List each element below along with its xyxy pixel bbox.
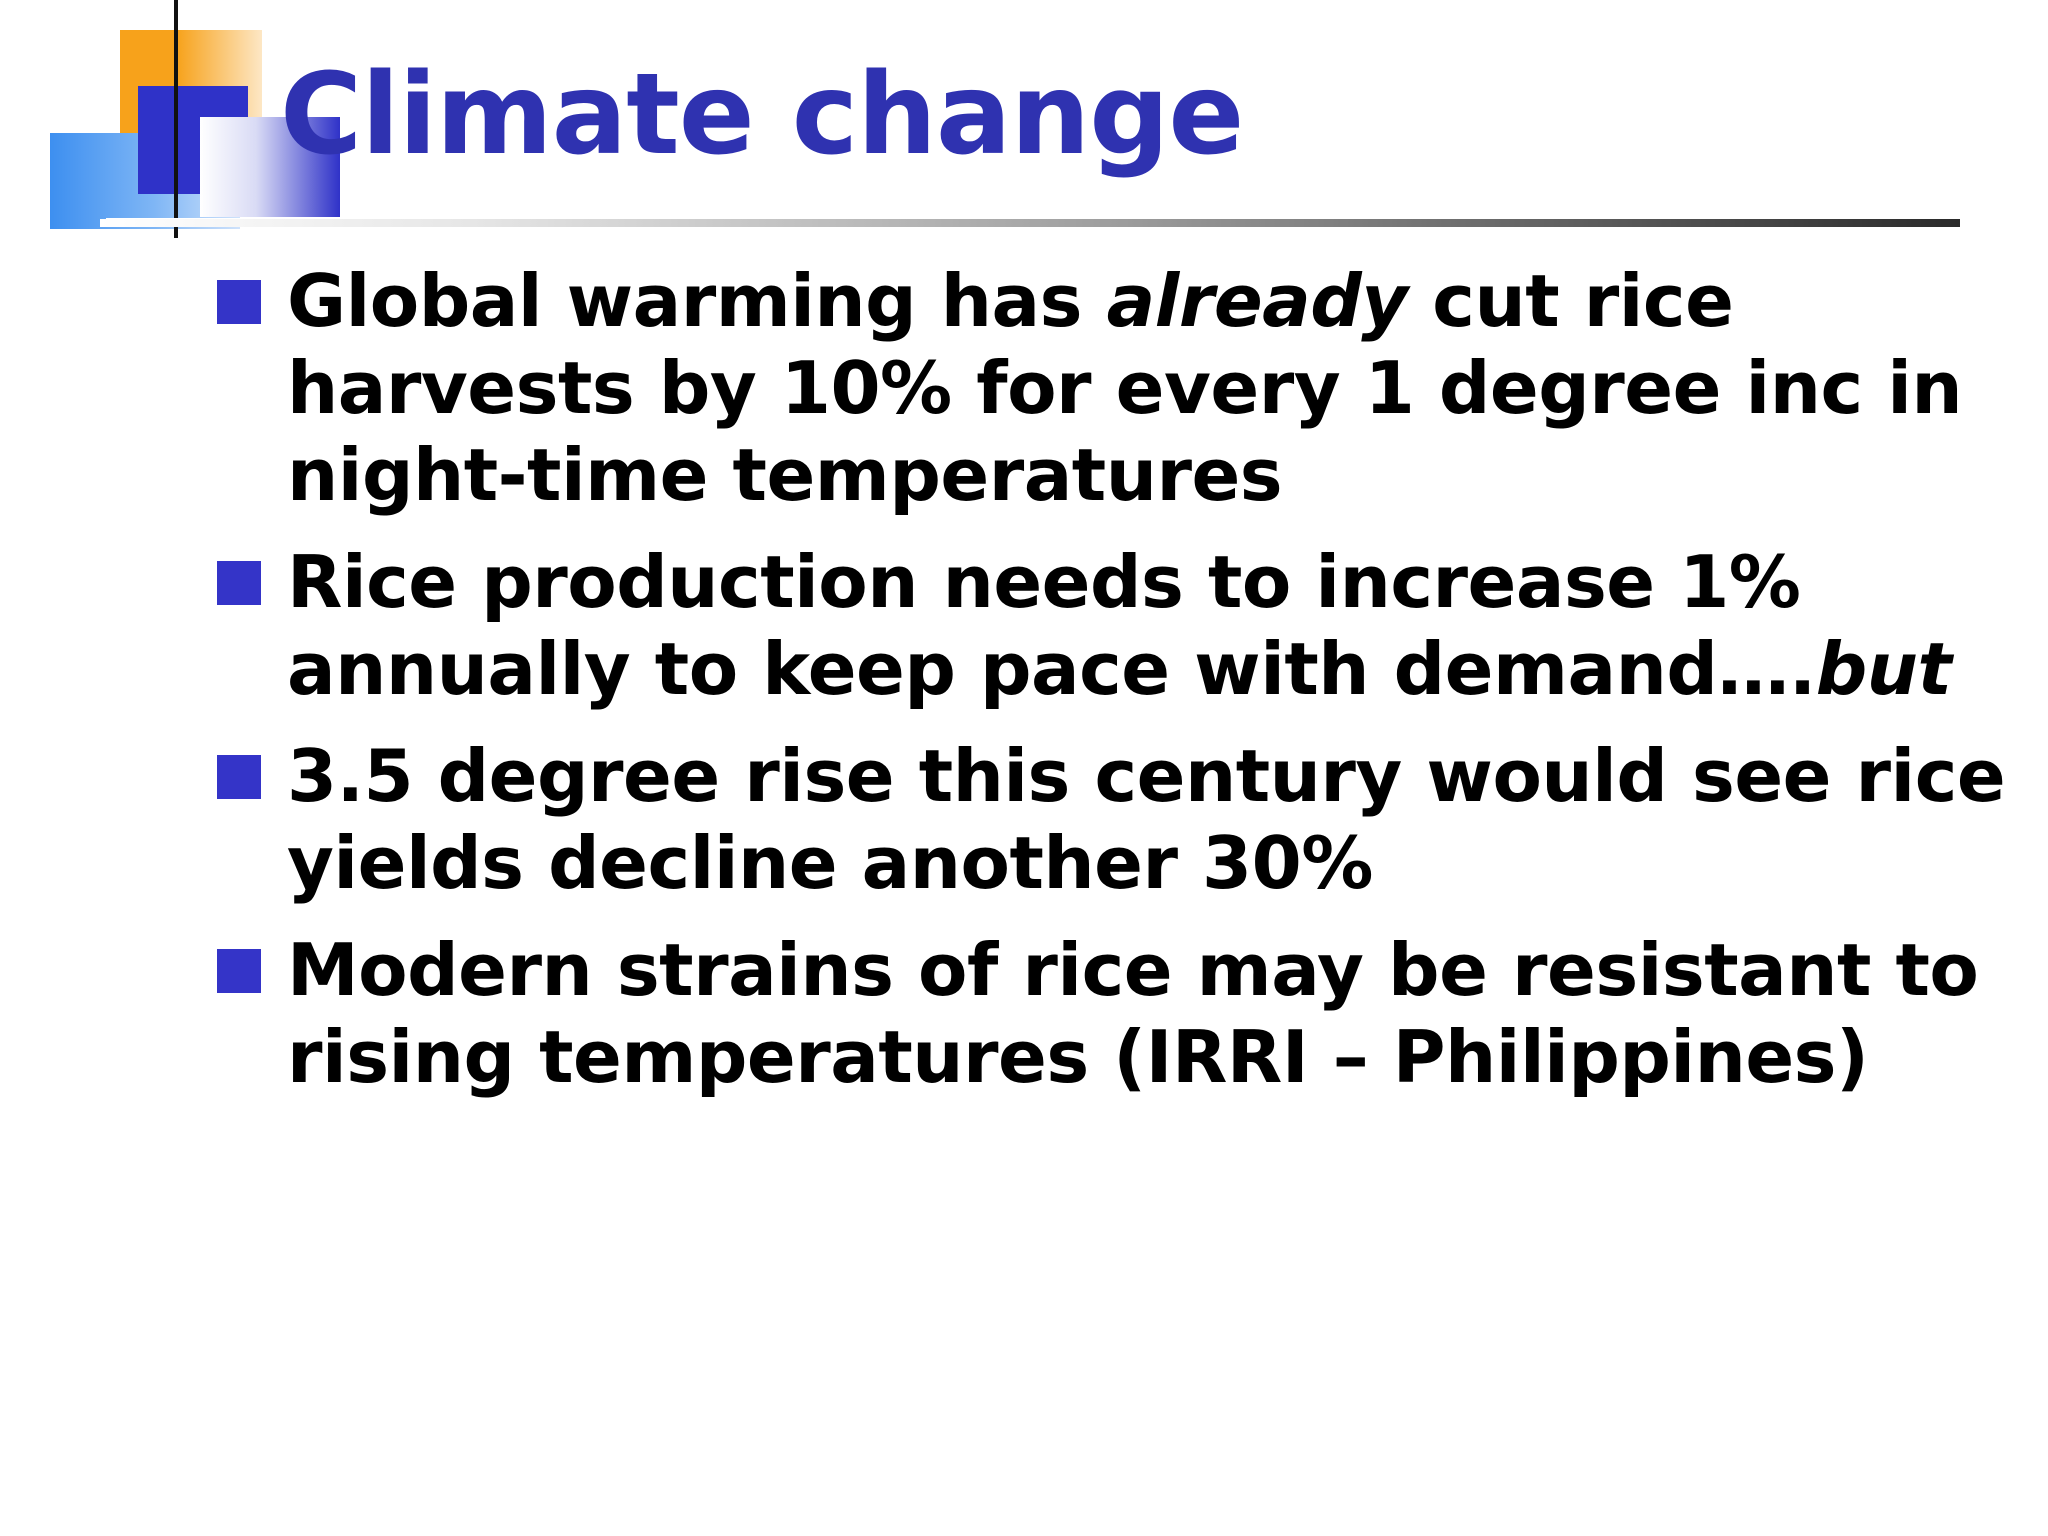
slide-title: Climate change (280, 50, 1244, 180)
bullet-text-segment: 3.5 degree rise this century would see r… (287, 734, 2006, 905)
bullet-item: 3.5 degree rise this century would see r… (215, 733, 2015, 907)
bullet-list: Global warming has already cut rice harv… (215, 258, 2015, 1121)
bullet-text-segment: Modern strains of rice may be resistant … (287, 928, 1979, 1099)
logo-vertical-line (174, 0, 178, 238)
bullet-item: Modern strains of rice may be resistant … (215, 927, 2015, 1101)
square-bullet-icon (217, 949, 261, 993)
square-bullet-icon (217, 561, 261, 605)
bullet-text-segment: Rice production needs to increase 1% ann… (287, 540, 1816, 711)
bullet-text-segment: Global warming has (287, 259, 1107, 343)
title-underline-divider (100, 219, 1960, 227)
bullet-item: Global warming has already cut rice harv… (215, 258, 2015, 519)
logo-gradient-square (200, 117, 340, 217)
decorative-logo-squares (50, 0, 340, 240)
square-bullet-icon (217, 280, 261, 324)
bullet-text-emphasis: already (1106, 259, 1409, 343)
square-bullet-icon (217, 755, 261, 799)
bullet-text-emphasis: but (1815, 627, 1952, 711)
bullet-item: Rice production needs to increase 1% ann… (215, 539, 2015, 713)
bullet-text-segment: cut rice harvests by 10% for every 1 deg… (287, 259, 1963, 517)
